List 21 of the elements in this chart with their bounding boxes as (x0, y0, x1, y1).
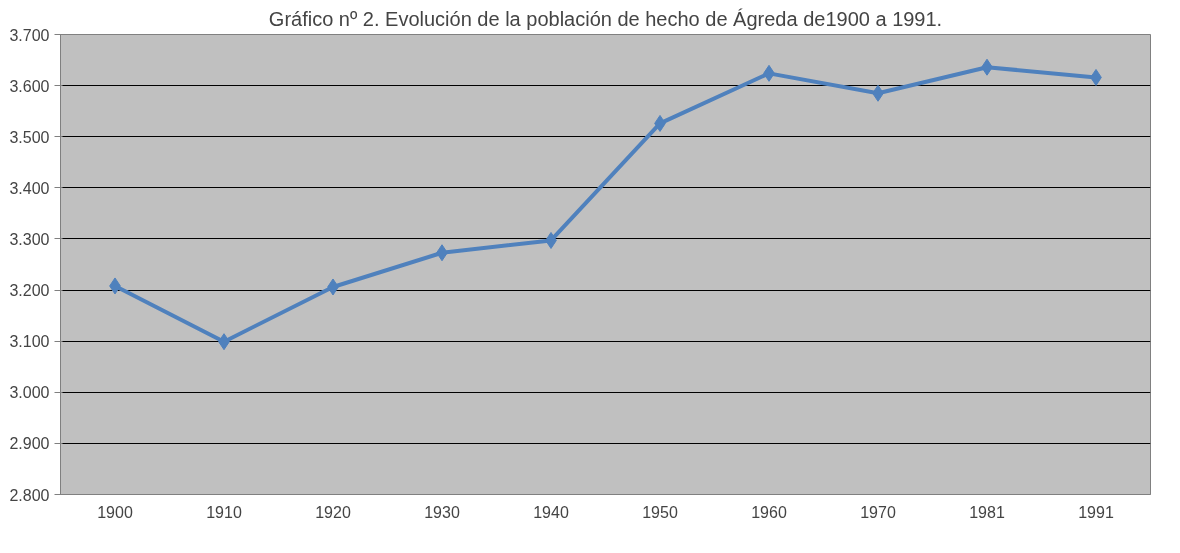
x-tick-label: 1981 (969, 503, 1005, 521)
y-tick-label: 2.800 (9, 486, 50, 504)
y-tick-label: 2.900 (9, 435, 50, 453)
y-tick-label: 3.100 (9, 333, 50, 351)
x-tick-label: 1991 (1078, 503, 1114, 521)
y-tick-label: 3.500 (9, 128, 50, 146)
y-tick-label: 3.700 (9, 26, 50, 44)
x-tick-label: 1910 (206, 503, 242, 521)
x-tick-label: 1900 (97, 503, 133, 521)
x-tick-label: 1930 (424, 503, 460, 521)
x-tick-label: 1940 (533, 503, 569, 521)
y-tick-label: 3.200 (9, 282, 50, 300)
x-tick-label: 1950 (642, 503, 678, 521)
chart-title: Gráfico nº 2. Evolución de la población de hecho de Ágreda de1900 a 1991. (268, 7, 943, 30)
x-tick-label: 1920 (315, 503, 351, 521)
y-tick-label: 3.600 (9, 77, 50, 95)
y-tick-label: 3.400 (9, 179, 50, 197)
x-tick-label: 1960 (751, 503, 787, 521)
y-tick-label: 3.300 (9, 230, 50, 248)
y-tick-label: 3.000 (9, 384, 50, 402)
x-tick-label: 1970 (860, 503, 896, 521)
